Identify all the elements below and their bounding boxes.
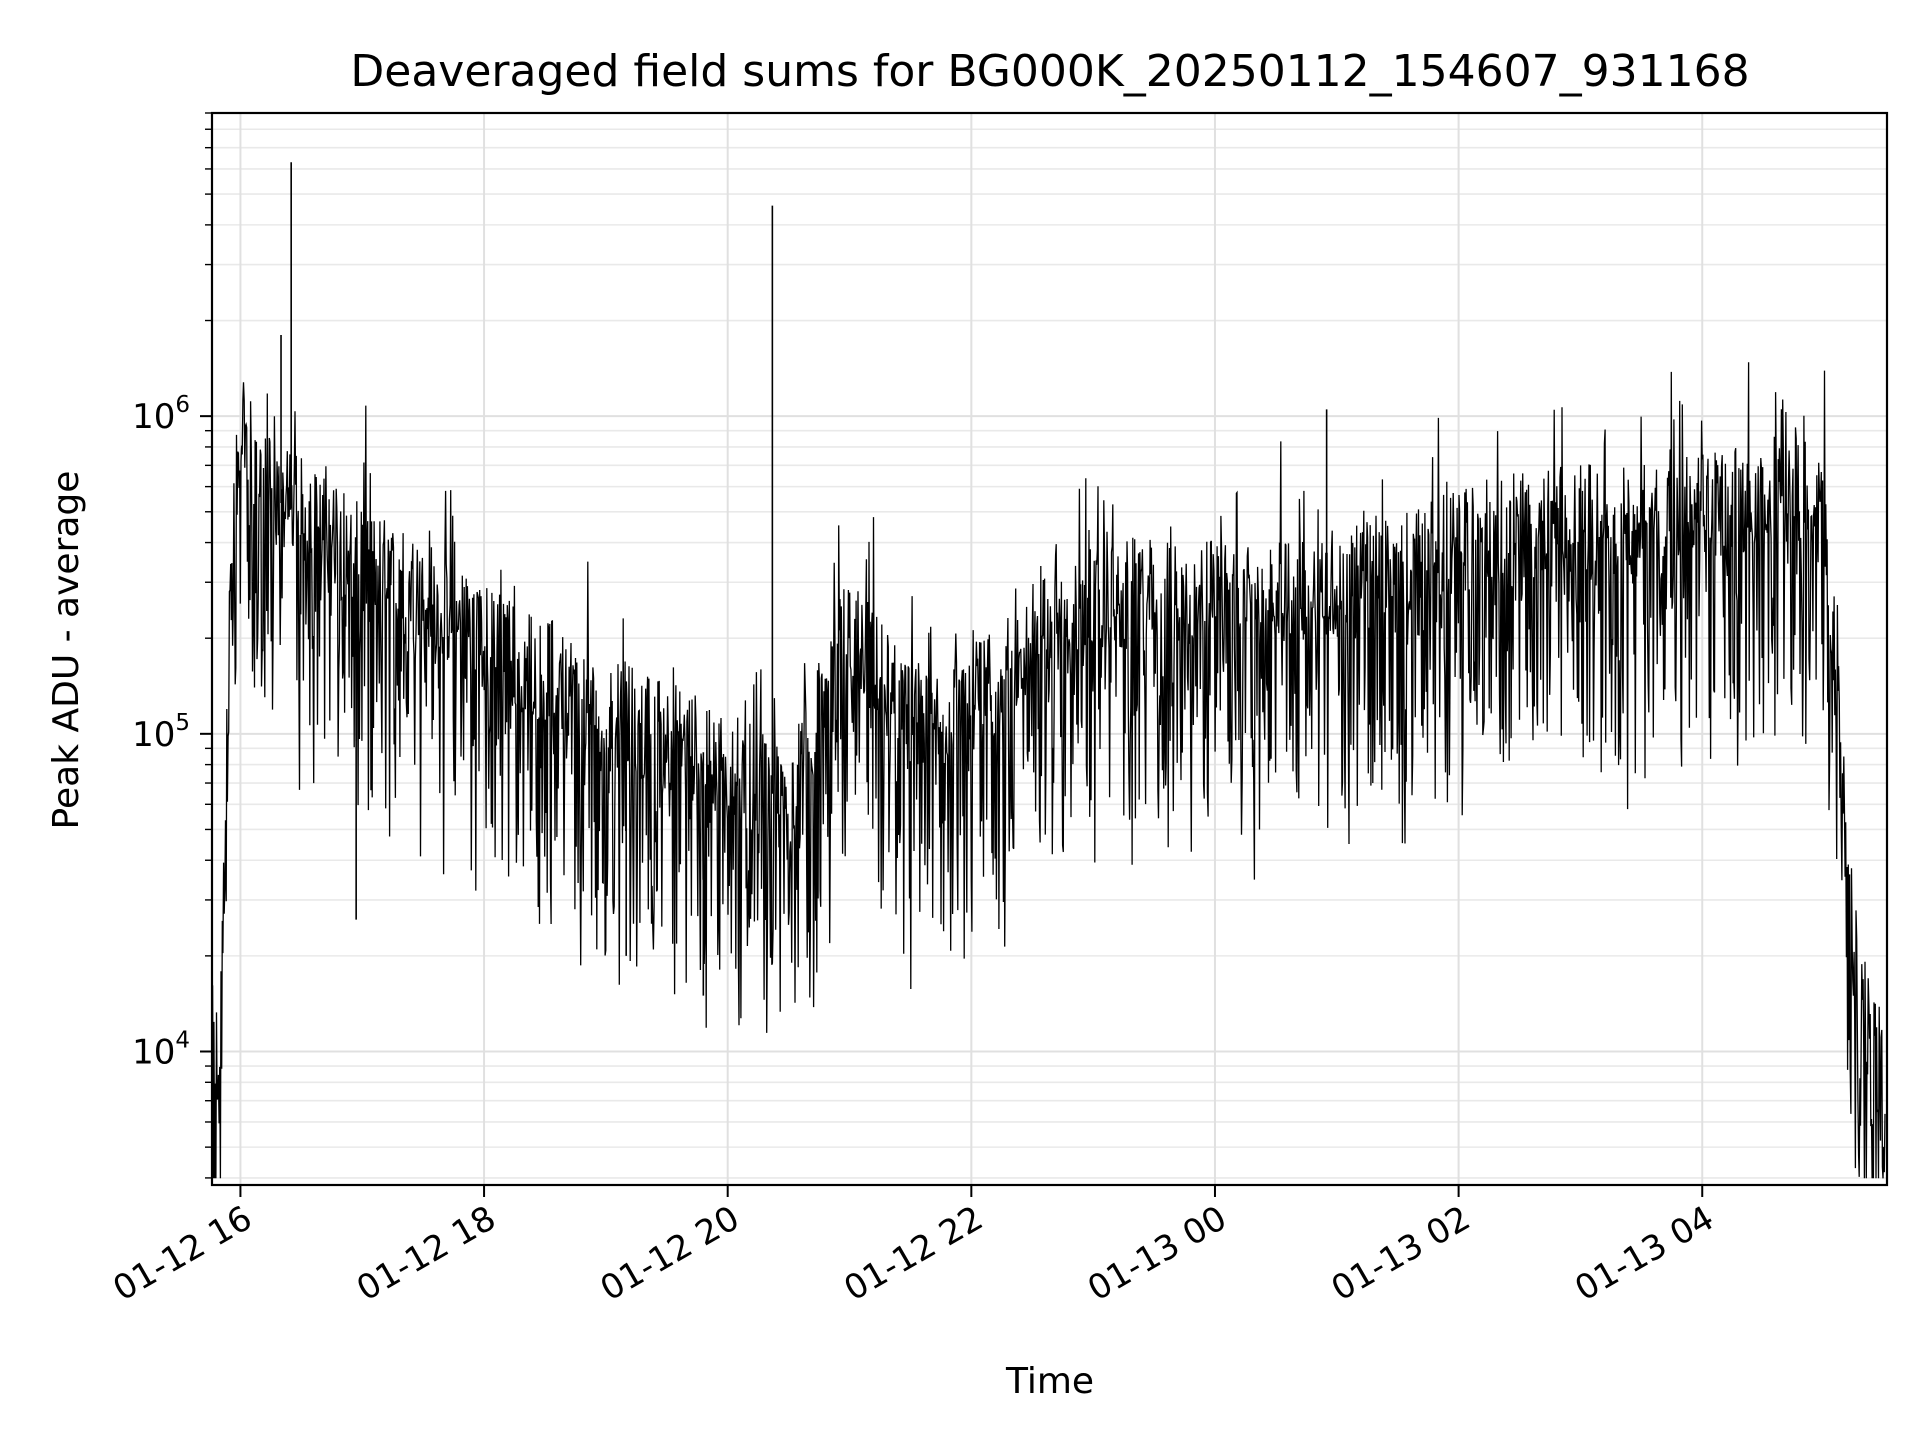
series-line <box>211 362 1886 1179</box>
y-tick-exponent: 6 <box>175 392 190 418</box>
y-tick-base: 10 <box>132 715 175 755</box>
chart-title: Deaveraged field sums for BG000K_2025011… <box>350 46 1749 97</box>
y-tick-label: 106 <box>132 392 190 437</box>
y-tick-exponent: 5 <box>175 710 190 736</box>
plot-layer <box>211 162 1886 1179</box>
y-tick-label: 104 <box>132 1028 190 1073</box>
y-tick-exponent: 4 <box>175 1028 190 1054</box>
y-axis-label: Peak ADU - average <box>46 471 87 830</box>
y-tick-base: 10 <box>132 1033 175 1073</box>
y-tick-base: 10 <box>132 397 175 437</box>
plot-frame <box>210 111 1889 1187</box>
grid-layer <box>212 112 1887 1185</box>
tick-layer <box>200 112 1704 1197</box>
y-tick-label: 105 <box>132 710 190 755</box>
x-axis-label: Time <box>1005 1361 1094 1402</box>
